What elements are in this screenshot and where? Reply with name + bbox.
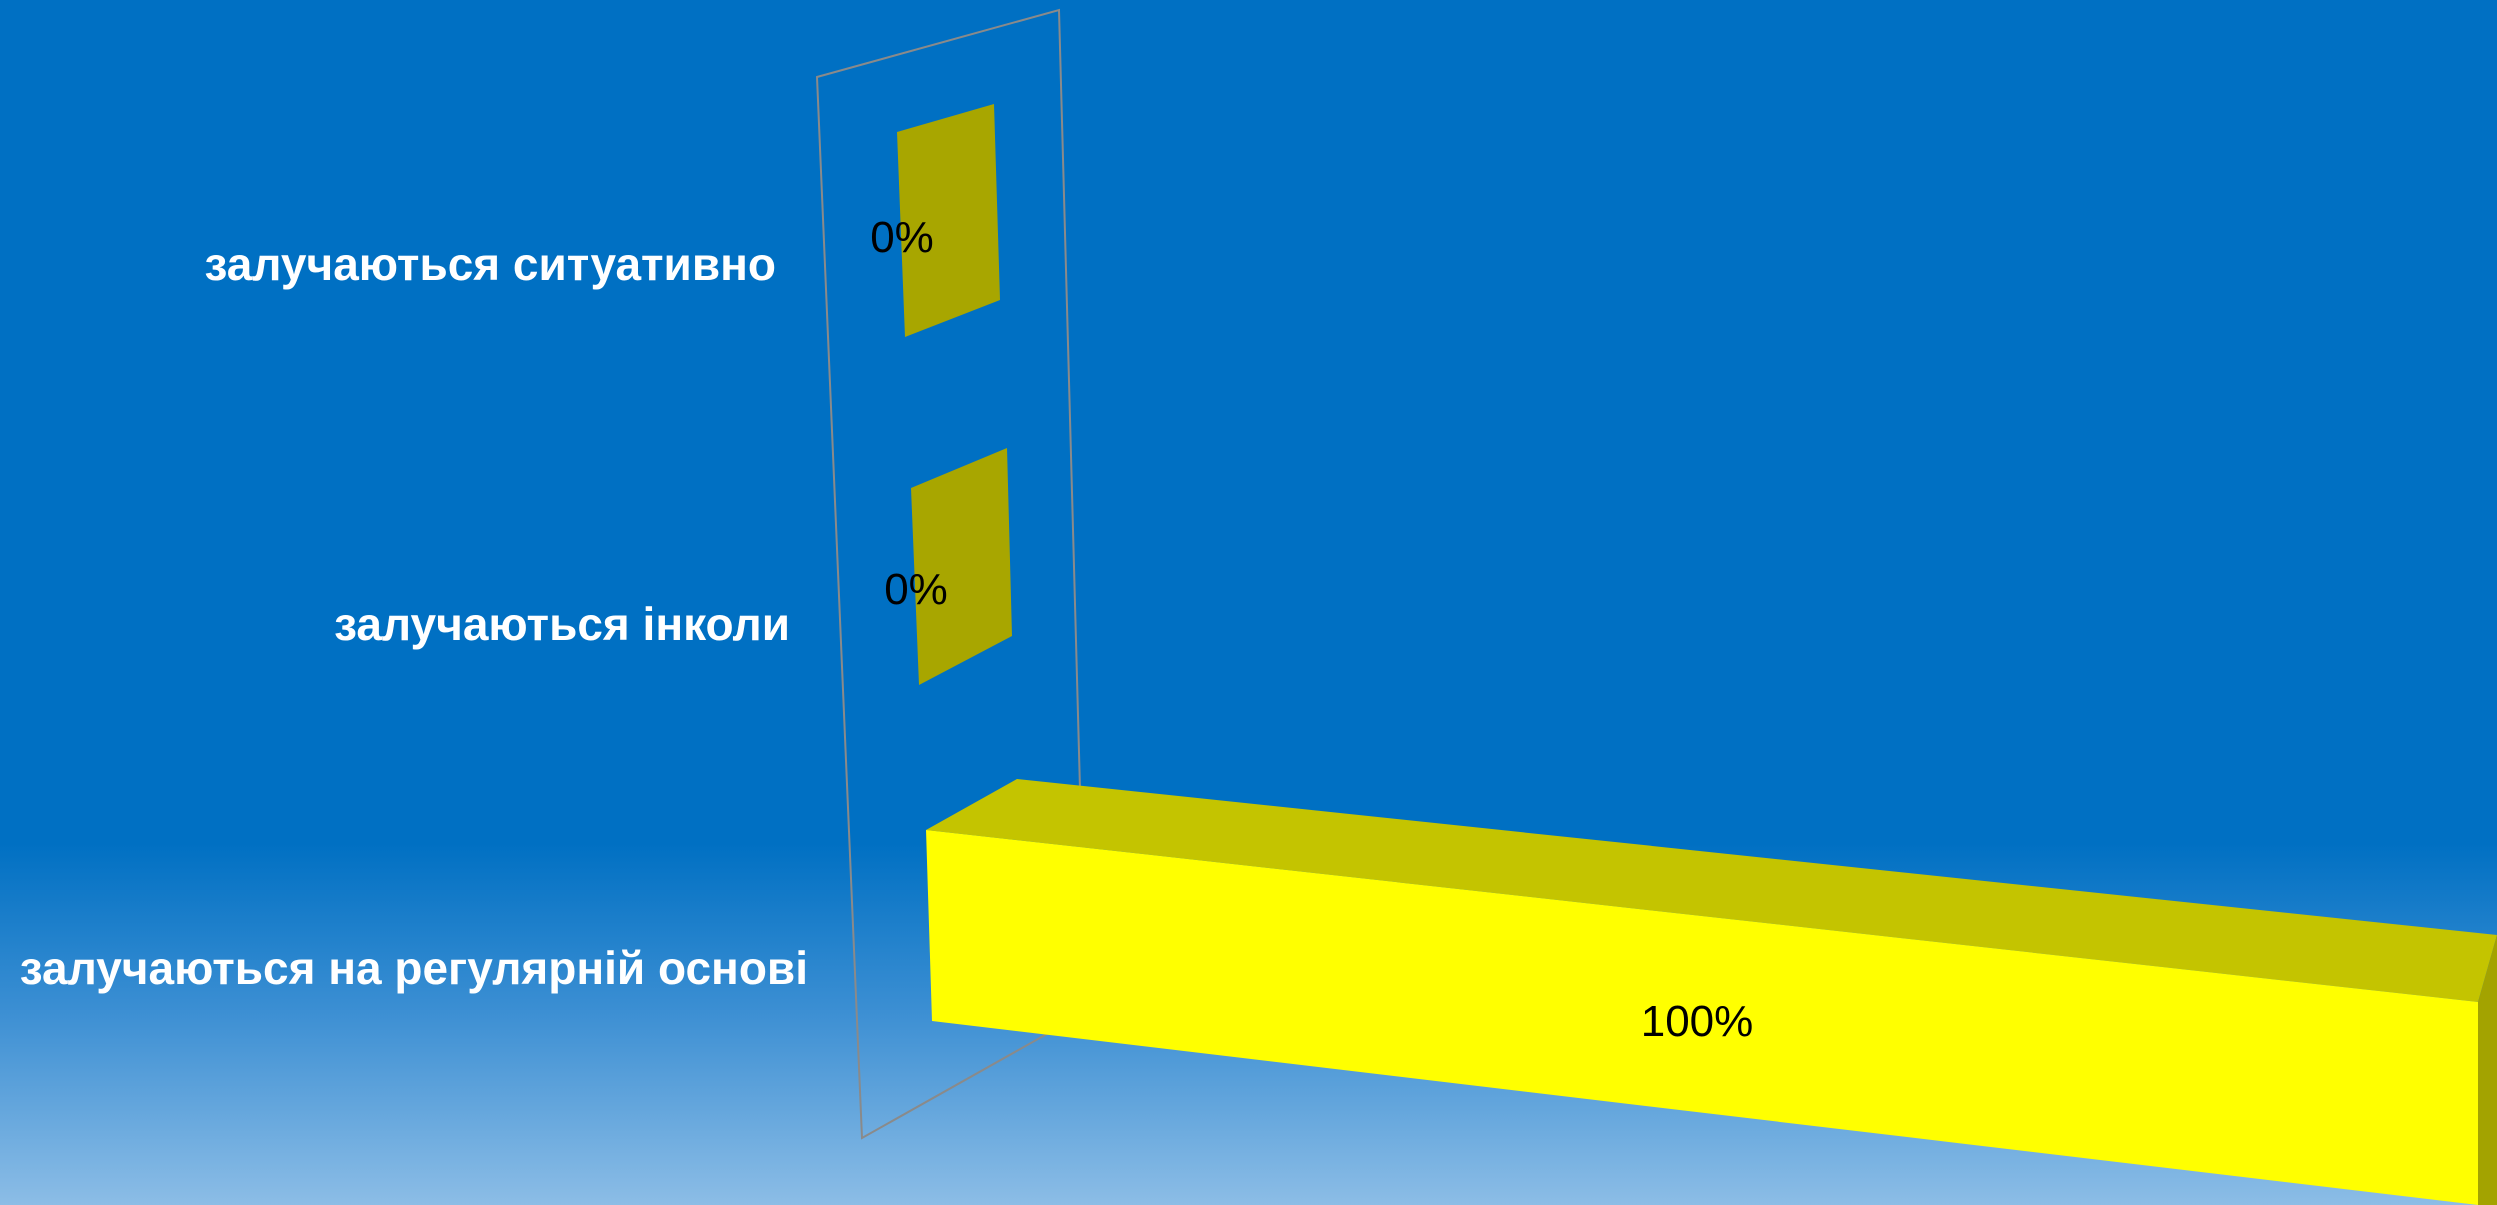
data-label-2: 100%: [1641, 997, 1754, 1046]
bar-3d-side-face: [2478, 935, 2497, 1205]
bar-zaluchaiutsia-inkoly: [911, 448, 1012, 685]
bar-3d-front-face: [926, 830, 2478, 1205]
bar-zaluchaiutsia-sytuatyvno: [897, 104, 1000, 337]
data-label-0: 0%: [870, 213, 934, 262]
category-label-sytuatyvno: залучаються ситуативно: [204, 238, 776, 290]
bar-zaluchaiutsia-na-rehuliarnii-osnovi: [926, 779, 2497, 1205]
category-label-rehuliarna-osnova: залучаються на регулярній основі: [20, 942, 808, 994]
bar-3d-top-face: [926, 779, 2497, 1002]
data-label-1: 0%: [884, 565, 948, 614]
category-label-inkoly: залучаються інколи: [334, 598, 790, 650]
